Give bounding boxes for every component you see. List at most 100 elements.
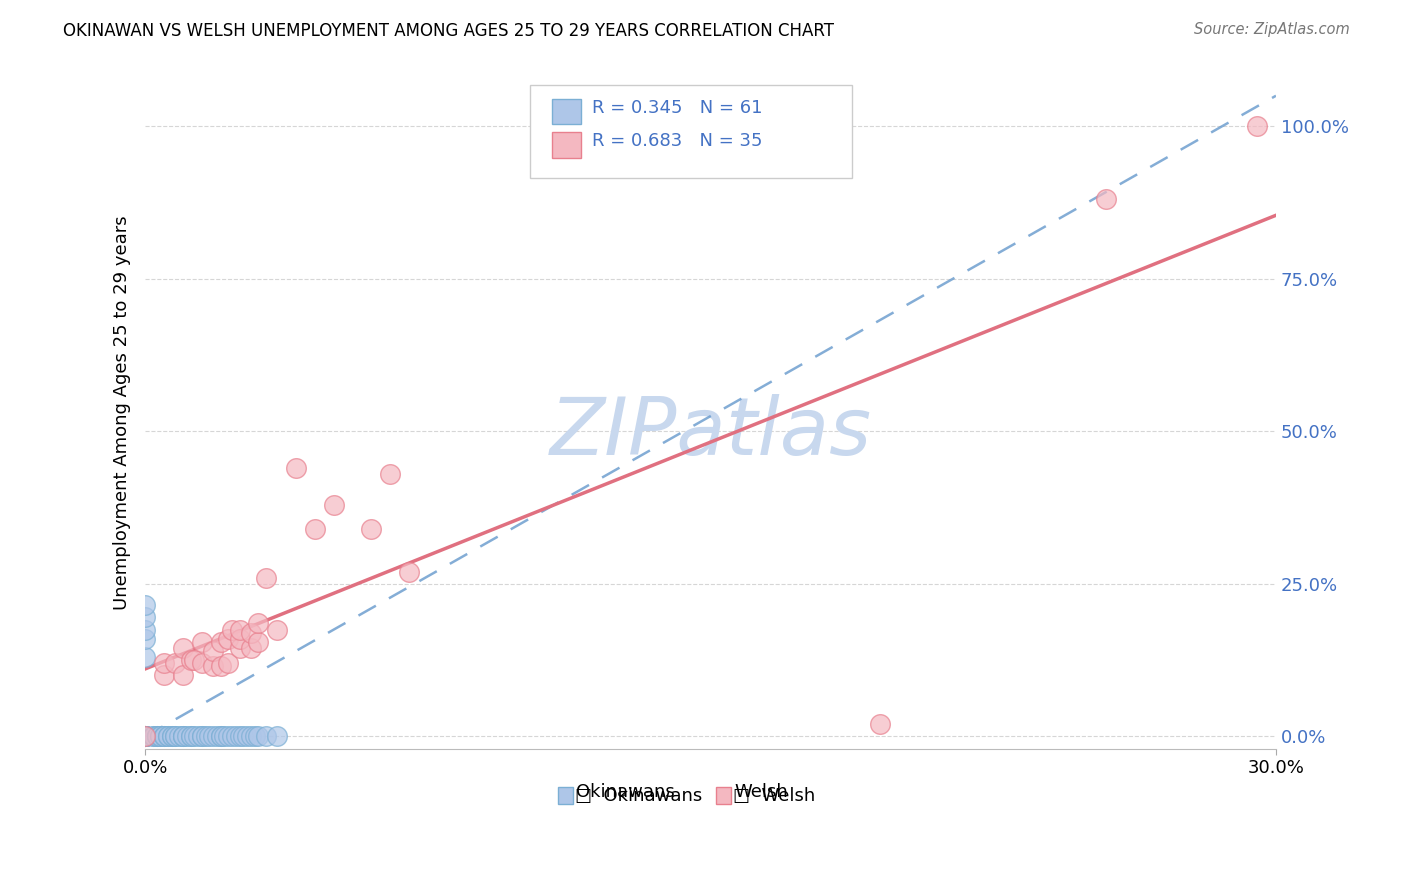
- Point: [156, 730, 179, 744]
- Point: [202, 644, 225, 658]
- Point: [285, 461, 308, 475]
- Point: [134, 730, 156, 744]
- Point: [153, 730, 176, 744]
- Point: [869, 717, 891, 731]
- Point: [183, 653, 205, 667]
- Point: [266, 623, 288, 637]
- Point: [142, 730, 165, 744]
- Point: [134, 730, 156, 744]
- Point: [160, 730, 183, 744]
- Point: [134, 610, 156, 624]
- Point: [191, 656, 214, 670]
- Point: [209, 634, 232, 648]
- Point: [172, 640, 194, 655]
- Point: [217, 730, 239, 744]
- Point: [198, 730, 221, 744]
- Point: [214, 730, 236, 744]
- Point: [167, 730, 190, 744]
- Point: [165, 656, 187, 670]
- Point: [145, 730, 167, 744]
- Point: [266, 730, 288, 744]
- Point: [209, 659, 232, 673]
- Point: [247, 634, 270, 648]
- Bar: [558, 787, 572, 804]
- Point: [205, 730, 228, 744]
- Point: [191, 634, 214, 648]
- Point: [228, 632, 250, 646]
- Point: [398, 565, 420, 579]
- Point: [153, 656, 176, 670]
- Point: [153, 730, 176, 744]
- Point: [228, 640, 250, 655]
- FancyBboxPatch shape: [530, 86, 852, 178]
- Point: [217, 656, 239, 670]
- Point: [187, 730, 209, 744]
- Point: [236, 730, 259, 744]
- Point: [180, 653, 202, 667]
- Point: [134, 730, 156, 744]
- Point: [217, 632, 239, 646]
- Point: [247, 730, 270, 744]
- Point: [134, 650, 156, 665]
- Point: [134, 730, 156, 744]
- Point: [142, 730, 165, 744]
- Point: [149, 730, 172, 744]
- Point: [153, 668, 176, 682]
- Y-axis label: Unemployment Among Ages 25 to 29 years: Unemployment Among Ages 25 to 29 years: [114, 216, 131, 610]
- Point: [191, 730, 214, 744]
- Point: [149, 730, 172, 744]
- Text: □  Okinawans: □ Okinawans: [575, 787, 702, 805]
- Point: [360, 522, 382, 536]
- Point: [145, 730, 167, 744]
- Point: [254, 730, 277, 744]
- Point: [247, 616, 270, 631]
- Point: [180, 730, 202, 744]
- Point: [232, 730, 254, 744]
- Point: [239, 640, 262, 655]
- Text: □  Welsh: □ Welsh: [734, 787, 815, 805]
- Point: [172, 730, 194, 744]
- Point: [134, 730, 156, 744]
- Point: [134, 730, 156, 744]
- Point: [209, 730, 232, 744]
- Point: [134, 730, 156, 744]
- Point: [254, 571, 277, 585]
- Point: [228, 730, 250, 744]
- Point: [153, 730, 176, 744]
- Text: R = 0.345   N = 61: R = 0.345 N = 61: [592, 99, 762, 117]
- Point: [134, 730, 156, 744]
- Text: Source: ZipAtlas.com: Source: ZipAtlas.com: [1194, 22, 1350, 37]
- Point: [134, 730, 156, 744]
- Point: [243, 730, 266, 744]
- Point: [156, 730, 179, 744]
- Point: [304, 522, 326, 536]
- Point: [134, 730, 156, 744]
- Point: [183, 730, 205, 744]
- Point: [225, 730, 247, 744]
- Point: [134, 730, 156, 744]
- Bar: [716, 787, 731, 804]
- Point: [180, 730, 202, 744]
- Text: Welsh: Welsh: [734, 783, 789, 801]
- Point: [172, 668, 194, 682]
- Point: [134, 623, 156, 637]
- Point: [172, 730, 194, 744]
- Bar: [553, 99, 581, 124]
- Point: [239, 625, 262, 640]
- Point: [176, 730, 198, 744]
- Point: [134, 632, 156, 646]
- Point: [165, 730, 187, 744]
- Point: [194, 730, 217, 744]
- Point: [134, 598, 156, 612]
- Point: [134, 730, 156, 744]
- Point: [1095, 193, 1118, 207]
- Text: Okinawans: Okinawans: [576, 783, 675, 801]
- Point: [202, 730, 225, 744]
- Text: OKINAWAN VS WELSH UNEMPLOYMENT AMONG AGES 25 TO 29 YEARS CORRELATION CHART: OKINAWAN VS WELSH UNEMPLOYMENT AMONG AGE…: [63, 22, 834, 40]
- Point: [202, 659, 225, 673]
- Point: [239, 730, 262, 744]
- Text: R = 0.683   N = 35: R = 0.683 N = 35: [592, 132, 762, 150]
- Point: [221, 623, 243, 637]
- Point: [228, 623, 250, 637]
- Point: [191, 730, 214, 744]
